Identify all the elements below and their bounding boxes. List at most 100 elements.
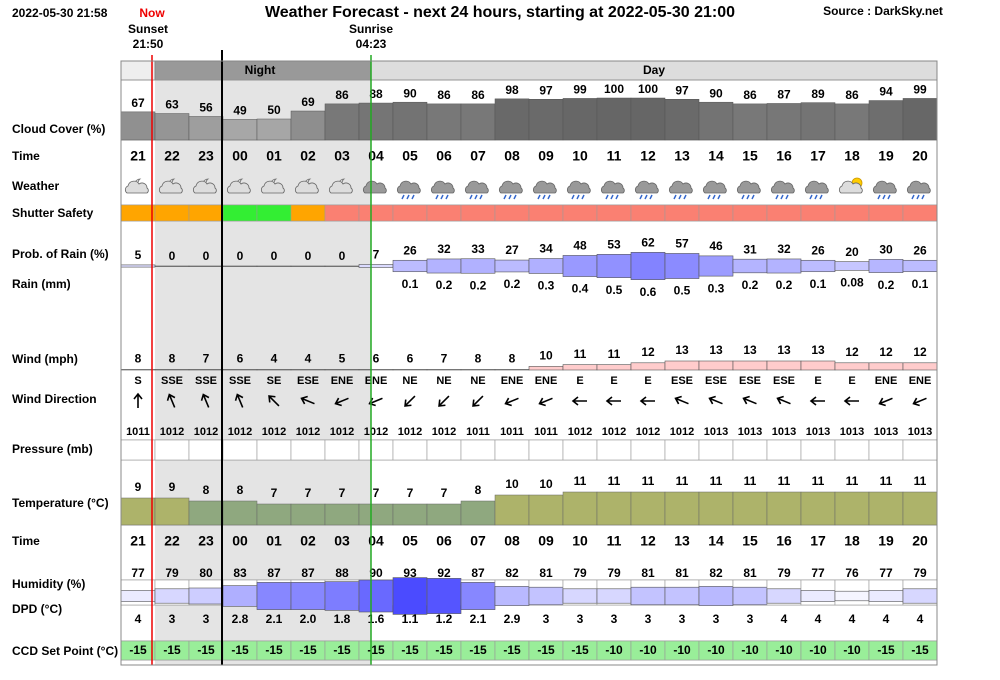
rain-prob-value: 34 (539, 242, 553, 256)
drop (678, 194, 682, 200)
shutter-cell (358, 204, 394, 222)
humidity-box (800, 590, 836, 602)
hour: 00 (232, 533, 248, 549)
wind-direction: ENE (331, 375, 354, 387)
wind-bar (392, 369, 428, 371)
rain-prob-box (460, 258, 496, 274)
hour: 22 (164, 533, 180, 549)
temperature-value: 7 (339, 486, 346, 500)
weather-icon (566, 180, 591, 200)
rain-prob-box (834, 261, 870, 271)
rain-prob-value: 0 (305, 249, 312, 263)
cloud (328, 180, 353, 194)
humidity-value: 81 (743, 566, 757, 580)
cloud-value: 86 (845, 88, 859, 102)
hour: 08 (504, 148, 520, 164)
ccd-value: -15 (877, 643, 895, 657)
arrow (133, 392, 143, 408)
cloud-bar (392, 101, 428, 141)
dpd-value: 1.1 (402, 612, 419, 626)
pressure-value: 1012 (262, 426, 286, 438)
wind-arrow (133, 392, 143, 408)
row-label: Prob. of Rain (%) (12, 247, 109, 261)
humidity-value: 81 (675, 566, 689, 580)
pressure-cell (290, 439, 326, 461)
humidity-box (188, 587, 224, 605)
rain-value: 0.5 (674, 284, 691, 298)
cloud (838, 180, 863, 194)
pressure-value: 1013 (840, 426, 864, 438)
rain-value: 0.2 (742, 278, 759, 292)
cloud (634, 180, 659, 194)
humidity-box (494, 586, 530, 606)
wind-bar (800, 360, 836, 371)
wind-value: 13 (743, 343, 757, 357)
drop (503, 194, 507, 200)
drop (547, 194, 551, 200)
shutter-cell (902, 204, 938, 222)
hour: 10 (572, 533, 588, 549)
humidity-box (222, 585, 258, 607)
wind-value: 8 (475, 352, 482, 366)
wind-value: 6 (407, 352, 414, 366)
night-shade (155, 80, 371, 665)
rain-value: 0.6 (640, 285, 657, 299)
temperature-bar (528, 494, 564, 526)
humidity-box (698, 586, 734, 606)
wind-arrow (674, 395, 689, 405)
ccd-value: -15 (503, 643, 521, 657)
drop (537, 194, 541, 200)
cloud (260, 180, 285, 194)
cloud-value: 56 (199, 101, 213, 115)
temperature-bar (596, 491, 632, 526)
ccd-value: -15 (367, 643, 385, 657)
hour: 11 (607, 533, 622, 549)
weather-icon (838, 177, 863, 194)
rain-value: 0.1 (402, 277, 419, 291)
row-label: CCD Set Point (°C) (12, 644, 118, 658)
temperature-bar (222, 500, 258, 526)
cloud-bar (868, 100, 904, 141)
wind-direction: ESE (739, 375, 761, 387)
cloud-value: 99 (913, 83, 927, 97)
dpd-value: 1.2 (436, 612, 453, 626)
arrow (605, 396, 621, 406)
humidity-value: 79 (165, 566, 179, 580)
cloud-bar (290, 110, 326, 141)
wind-value: 13 (675, 343, 689, 357)
arrow (334, 397, 349, 407)
humidity-box (902, 588, 938, 604)
arrow (912, 397, 927, 407)
pressure-cell (222, 439, 258, 461)
wind-bar (256, 369, 292, 371)
hour: 12 (640, 148, 656, 164)
rain-prob-box (630, 252, 666, 280)
weather-icon (158, 178, 183, 194)
hour: 14 (708, 148, 724, 164)
rain-prob-box (324, 265, 360, 267)
rain-prob-value: 0 (203, 249, 210, 263)
wind-direction: SSE (229, 375, 251, 387)
arrow (674, 395, 689, 405)
ccd-value: -15 (265, 643, 283, 657)
cloud-bar (698, 101, 734, 141)
wind-bar (630, 362, 666, 371)
cloud-bar (120, 111, 156, 141)
wind-value: 4 (271, 352, 278, 366)
shutter-cell (630, 204, 666, 222)
wind-arrow (300, 395, 315, 405)
rain-value: 0.5 (606, 283, 623, 297)
temperature-bar (732, 491, 768, 526)
cloud-bar (222, 119, 258, 141)
pressure-value: 1012 (160, 426, 184, 438)
wind-bar (324, 369, 360, 371)
pressure-value: 1011 (500, 426, 524, 438)
cloud-value: 90 (403, 86, 417, 100)
cloud-bar (188, 116, 224, 141)
rain-prob-box (494, 259, 530, 273)
drop (649, 194, 653, 200)
cloud (668, 180, 693, 194)
arrow (639, 396, 655, 406)
now-label: Now (139, 6, 165, 20)
drop (707, 194, 711, 200)
